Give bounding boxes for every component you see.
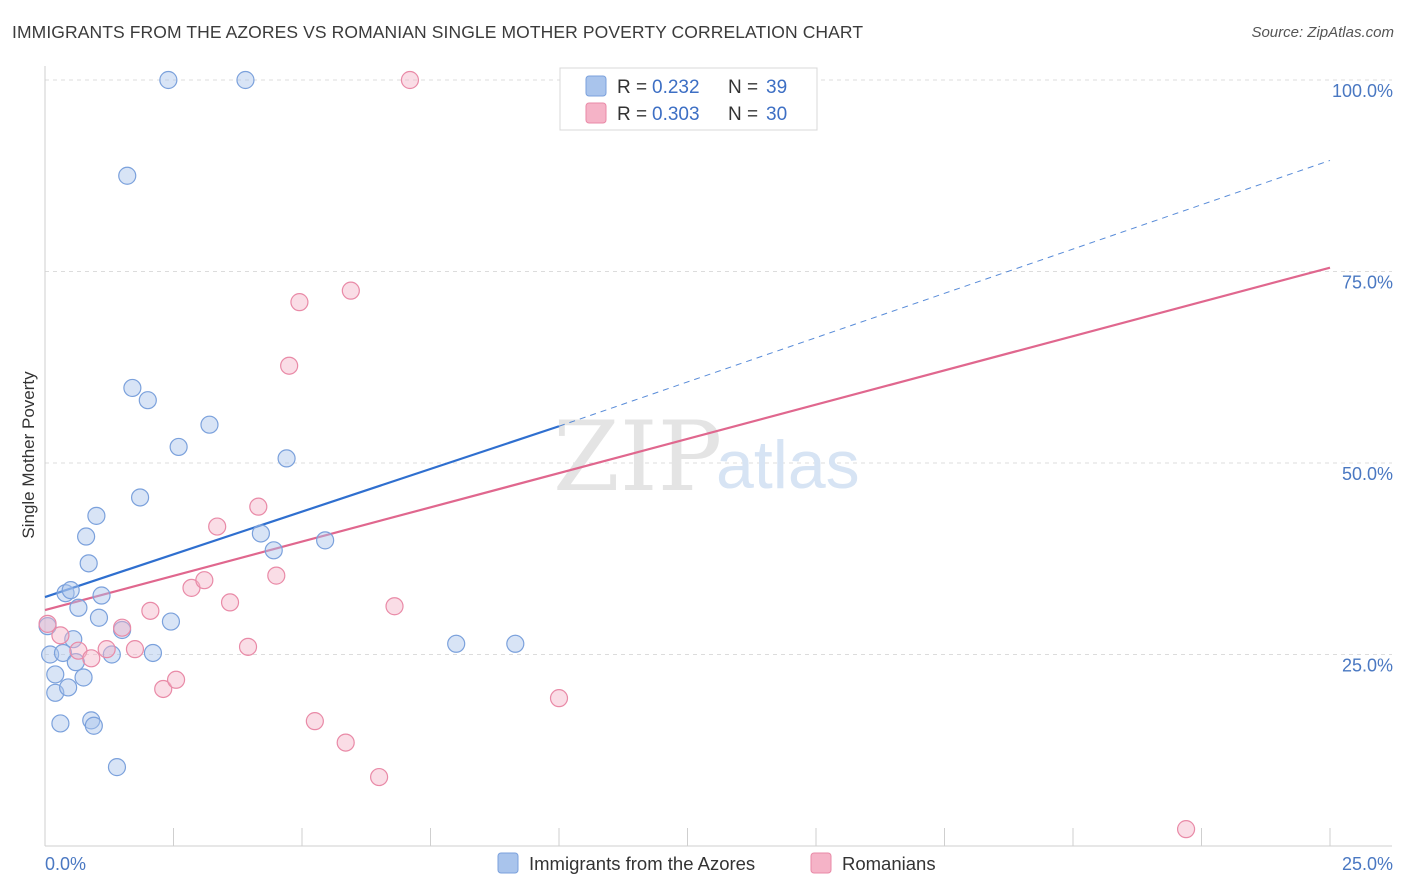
- grid-lines: [45, 79, 1392, 655]
- data-point-series-1: [208, 517, 227, 536]
- data-point-series-0: [102, 645, 121, 664]
- data-point-series-1: [166, 670, 186, 689]
- legend-label-romanians: Romanians: [842, 853, 936, 874]
- data-point-series-1: [97, 640, 116, 659]
- data-point-series-1: [400, 70, 420, 90]
- data-point-series-0: [130, 488, 150, 507]
- data-point-series-0: [506, 634, 525, 653]
- y-tick-label: 50.0%: [1342, 464, 1393, 484]
- data-point-series-0: [277, 449, 296, 468]
- data-point-series-1: [341, 281, 360, 300]
- data-point-series-0: [77, 527, 96, 546]
- data-point-series-0: [87, 506, 106, 525]
- data-point-series-1: [112, 618, 132, 637]
- data-point-series-1: [267, 566, 286, 585]
- legend-r-value-2: 0.303: [652, 104, 700, 125]
- data-point-series-1: [82, 649, 101, 668]
- data-point-series-0: [447, 634, 466, 653]
- data-point-series-0: [159, 70, 178, 90]
- data-point-series-0: [169, 437, 188, 457]
- legend-swatch-azores-bottom: [497, 852, 519, 874]
- data-point-series-1: [38, 614, 57, 633]
- y-tick-label: 100.0%: [1332, 81, 1393, 101]
- data-point-series-1: [51, 626, 70, 645]
- trend-line-extension-0: [558, 159, 1331, 427]
- data-point-series-0: [143, 643, 163, 663]
- legend-swatch-romanians: [585, 102, 607, 124]
- data-point-series-1: [195, 571, 214, 590]
- legend-n-value-2: 30: [766, 104, 787, 125]
- legend-swatch-azores: [585, 75, 607, 97]
- x-tick-labels: 0.0% 25.0%: [45, 854, 1393, 874]
- data-point-series-0: [236, 70, 255, 90]
- data-point-series-1: [125, 640, 145, 659]
- data-point-series-1: [154, 679, 173, 699]
- data-point-series-1: [238, 637, 258, 656]
- data-point-series-0: [56, 584, 75, 603]
- data-point-series-0: [251, 524, 270, 543]
- data-point-series-1: [370, 767, 389, 787]
- axes: [44, 66, 1392, 847]
- y-tick-label: 75.0%: [1342, 273, 1393, 293]
- x-tick-label: 0.0%: [45, 854, 86, 874]
- data-point-series-0: [66, 653, 85, 672]
- trend-lines: [44, 159, 1331, 612]
- scatter-points: [38, 70, 1196, 839]
- legend-n-label-2: N =: [728, 104, 758, 125]
- data-point-series-0: [118, 166, 137, 185]
- data-point-series-1: [141, 601, 160, 620]
- data-point-series-0: [79, 554, 98, 573]
- series-legend: Immigrants from the Azores Romanians: [497, 852, 936, 874]
- chart-title: IMMIGRANTS FROM THE AZORES VS ROMANIAN S…: [12, 22, 864, 42]
- data-point-series-0: [46, 665, 65, 684]
- data-point-series-0: [69, 598, 88, 617]
- data-point-series-0: [59, 678, 78, 697]
- legend-r-label-2: R =: [617, 104, 647, 125]
- watermark-zip: ZIP: [553, 401, 722, 513]
- data-point-series-1: [549, 689, 569, 708]
- data-point-series-0: [51, 714, 70, 733]
- data-point-series-0: [92, 586, 111, 605]
- data-point-series-0: [74, 668, 93, 687]
- data-point-series-0: [123, 378, 142, 398]
- data-point-series-1: [220, 593, 240, 612]
- legend-swatch-romanians-bottom: [810, 852, 832, 874]
- data-point-series-0: [264, 541, 283, 560]
- source-label: Source: ZipAtlas.com: [1251, 24, 1394, 41]
- data-point-series-1: [280, 356, 299, 375]
- y-tick-labels: 25.0% 50.0% 75.0% 100.0%: [1332, 81, 1393, 676]
- data-point-series-0: [107, 758, 127, 777]
- data-point-series-0: [200, 415, 219, 434]
- legend-r-value-1: 0.232: [652, 77, 700, 98]
- data-point-series-1: [1176, 820, 1196, 839]
- stats-legend: R = 0.232 N = 39 R = 0.303 N = 30: [559, 67, 818, 131]
- data-point-series-1: [336, 733, 355, 752]
- data-point-series-0: [316, 531, 335, 550]
- data-point-series-1: [249, 497, 268, 516]
- x-tick-label: 25.0%: [1342, 854, 1393, 874]
- data-point-series-0: [61, 581, 80, 600]
- data-point-series-0: [84, 716, 103, 735]
- data-point-series-1: [305, 712, 324, 731]
- legend-n-label-1: N =: [728, 77, 758, 98]
- data-point-series-0: [161, 612, 181, 631]
- y-axis-label: Single Mother Poverty: [19, 371, 38, 539]
- data-point-series-1: [385, 597, 404, 616]
- data-point-series-0: [89, 608, 109, 627]
- data-point-series-0: [138, 391, 157, 410]
- legend-label-azores: Immigrants from the Azores: [529, 853, 755, 874]
- legend-r-label-1: R =: [617, 77, 647, 98]
- trend-line-0: [44, 425, 560, 599]
- y-tick-label: 25.0%: [1342, 656, 1393, 676]
- data-point-series-0: [53, 643, 73, 663]
- data-point-series-1: [290, 293, 309, 312]
- trend-line-1: [44, 266, 1331, 612]
- legend-n-value-1: 39: [766, 77, 787, 98]
- watermark-atlas: atlas: [716, 427, 860, 503]
